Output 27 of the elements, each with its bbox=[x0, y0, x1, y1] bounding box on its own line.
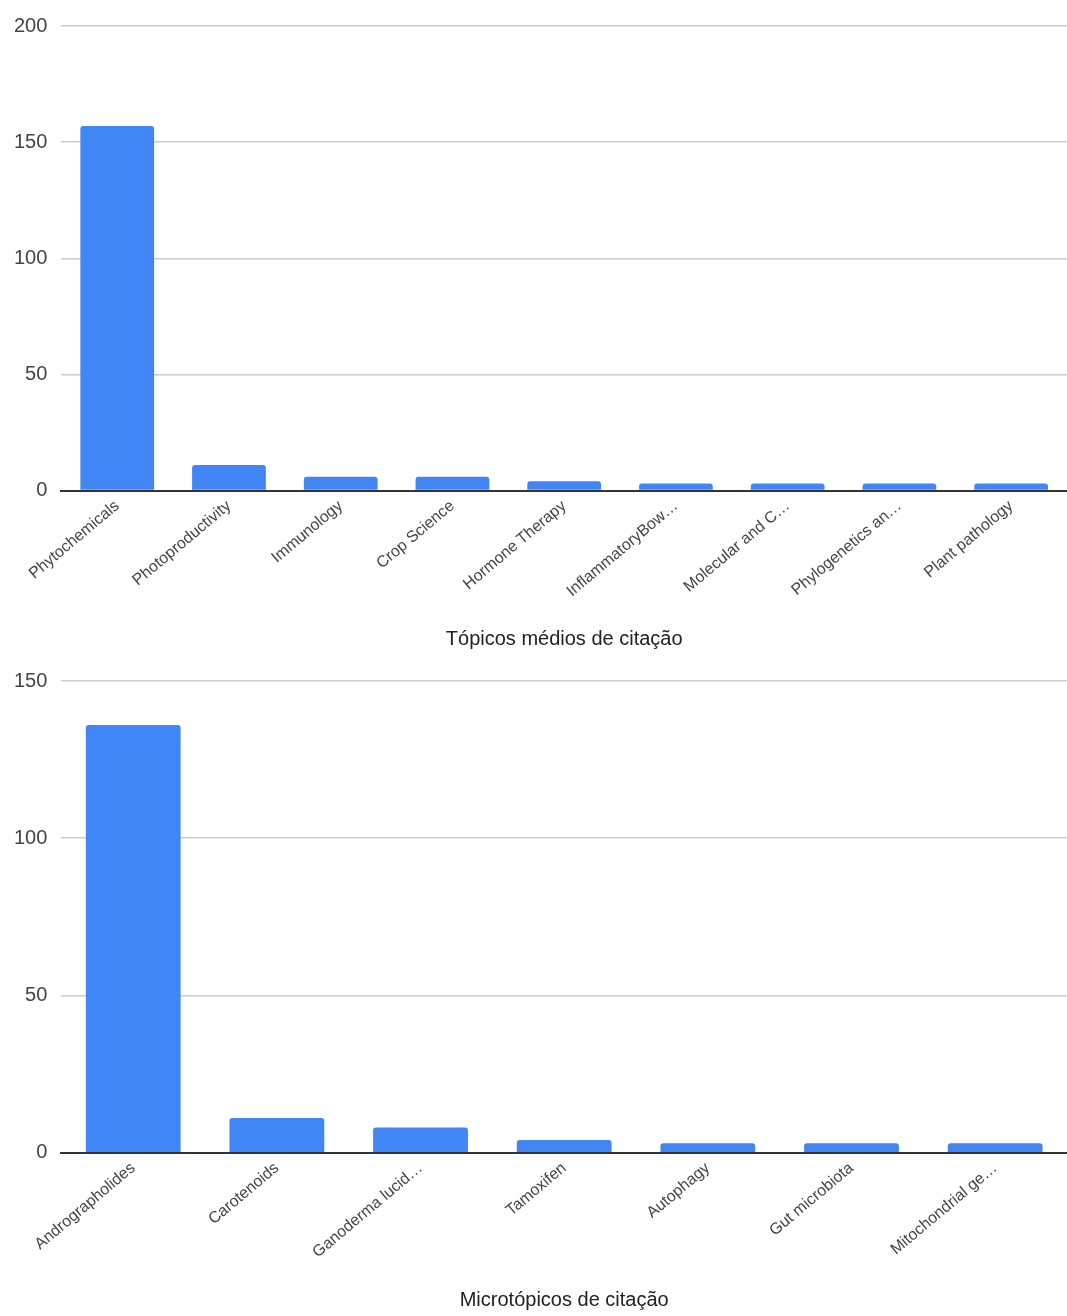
bar bbox=[373, 1127, 468, 1152]
y-tick-label: 200 bbox=[13, 13, 48, 36]
bar bbox=[516, 1140, 612, 1152]
y-tick-label: 150 bbox=[13, 129, 48, 152]
bar bbox=[80, 125, 155, 490]
y-tick-label: 0 bbox=[36, 1140, 48, 1163]
bar bbox=[804, 1143, 899, 1152]
x-axis-title: Tópicos médios de citação bbox=[445, 626, 683, 649]
y-tick-label: 150 bbox=[13, 668, 48, 691]
x-axis-title: Microtópicos de citação bbox=[459, 1287, 669, 1310]
y-tick-label: 100 bbox=[13, 245, 48, 268]
bar bbox=[85, 725, 181, 1152]
bar bbox=[415, 476, 490, 490]
bar bbox=[750, 483, 825, 490]
bar bbox=[303, 476, 378, 490]
y-tick-label: 50 bbox=[25, 361, 48, 384]
bar bbox=[947, 1143, 1043, 1152]
bar bbox=[974, 483, 1049, 490]
bar bbox=[527, 481, 602, 490]
bar bbox=[862, 483, 937, 490]
y-tick-label: 0 bbox=[36, 478, 48, 501]
bar bbox=[192, 465, 266, 490]
bar bbox=[660, 1143, 756, 1152]
y-tick-label: 50 bbox=[25, 982, 48, 1005]
y-tick-label: 100 bbox=[13, 825, 48, 848]
bar bbox=[639, 483, 713, 490]
bar bbox=[229, 1118, 325, 1152]
